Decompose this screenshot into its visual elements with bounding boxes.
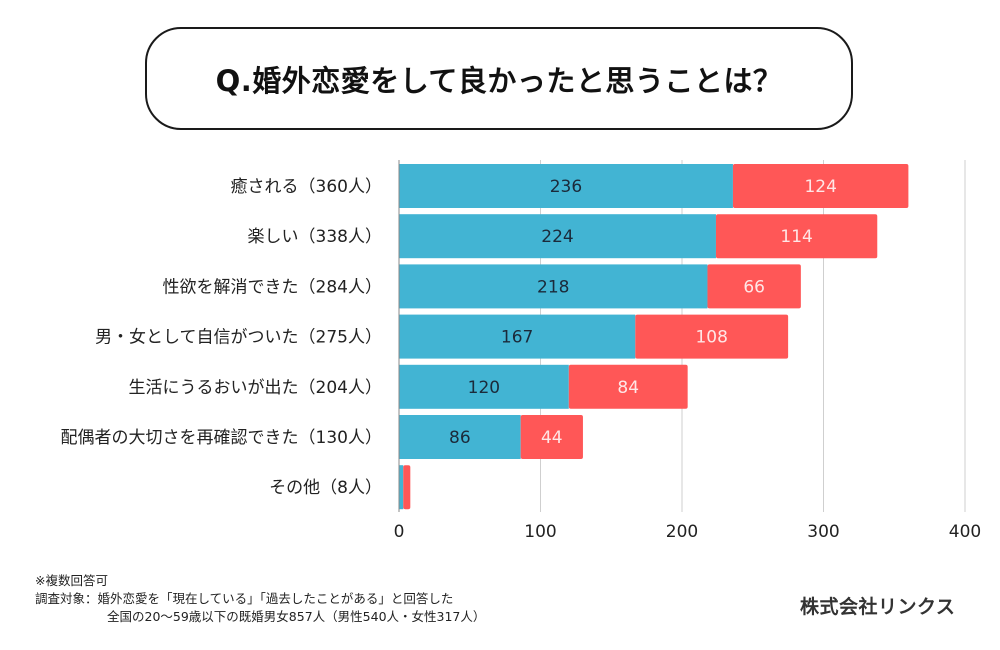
bar-value-label: 218: [537, 277, 569, 297]
chart-title: Q.婚外恋愛をして良かったと思うことは？: [215, 63, 783, 98]
note-survey-population: 全国の20〜59歳以下の既婚男女857人（男性540人・女性317人）: [107, 609, 486, 624]
bar-segment-blue: [399, 164, 733, 208]
bar-value-label: 114: [780, 227, 812, 247]
bar-segment-blue: [399, 415, 521, 459]
x-tick-label: 100: [524, 522, 556, 542]
x-tick-label: 300: [807, 522, 839, 542]
category-label: 男・女として自信がついた（275人）: [95, 328, 382, 348]
bar-value-label: 108: [695, 328, 727, 348]
bar-segment-red: [635, 314, 789, 359]
x-tick-label: 200: [666, 522, 698, 542]
bar-segment-blue: [399, 214, 716, 259]
company-name: 株式会社リンクス: [800, 596, 956, 618]
category-label: 性欲を解消できた（284人）: [163, 277, 382, 297]
bar-segment-blue: [399, 465, 404, 510]
note-survey-target: 調査対象：婚外恋愛を「現在している」「過去したことがある」と回答した: [35, 591, 454, 606]
bar-value-label: 236: [550, 177, 582, 197]
bar-value-label: 84: [617, 378, 639, 398]
category-label: 生活にうるおいが出た（204人）: [129, 378, 382, 398]
survey-notes: ※複数回答可 調査対象：婚外恋愛を「現在している」「過去したことがある」と回答し…: [35, 572, 485, 626]
bar-segment-blue: [399, 364, 569, 409]
bar-value-label: 124: [804, 177, 836, 197]
category-label: 癒される（360人）: [231, 177, 382, 197]
bar-segment-red: [568, 364, 688, 409]
title-box: Q.婚外恋愛をして良かったと思うことは？: [145, 27, 853, 130]
bar-segment-blue: [399, 314, 636, 359]
note-multiple-answers: ※複数回答可: [35, 573, 108, 588]
bar-value-label: 120: [468, 378, 500, 398]
bar-segment-blue: [399, 264, 708, 309]
category-label: 配偶者の大切さを再確認できた（130人）: [61, 428, 382, 448]
bar-value-label: 86: [449, 428, 471, 448]
bar-segment-red: [715, 214, 878, 259]
bar-segment-red: [520, 415, 583, 459]
bar-value-label: 44: [541, 428, 563, 448]
stacked-bar-chart: 0 100 200 300 400 236 124 癒される（360人） 224 114 楽しい（3…: [61, 160, 981, 542]
bar-value-label: 224: [541, 227, 573, 247]
x-tick-label: 400: [949, 522, 981, 542]
bar-segment-red: [707, 264, 801, 309]
x-tick-label: 0: [394, 522, 405, 542]
bar-value-label: 66: [743, 277, 765, 297]
bar-value-label: 167: [501, 328, 533, 348]
category-label: その他（8人）: [269, 478, 382, 498]
bar-segment-red: [732, 164, 909, 208]
category-label: 楽しい（338人）: [248, 227, 382, 247]
bar-segment-red: [403, 465, 411, 510]
